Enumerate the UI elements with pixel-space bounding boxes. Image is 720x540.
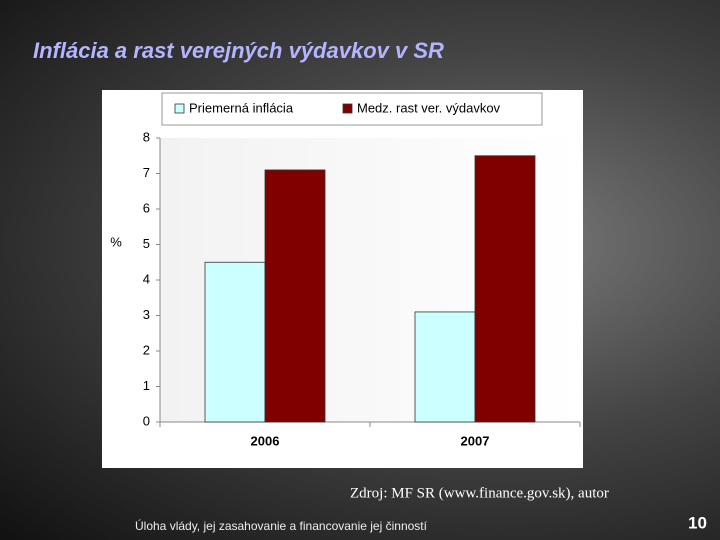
page-number: 10 xyxy=(688,513,707,532)
legend-swatch xyxy=(174,103,185,114)
footer: Úloha vlády, jej zasahovanie a financova… xyxy=(135,518,428,533)
x-tick-label: 2007 xyxy=(461,433,490,448)
y-tick-label: 7 xyxy=(143,165,150,180)
slide-title: Inflácia a rast verejných výdavkov v SR xyxy=(33,38,444,63)
x-tick-label: 2006 xyxy=(251,433,280,448)
bar xyxy=(264,169,326,423)
y-tick-label: 0 xyxy=(143,413,150,428)
y-tick-label: 8 xyxy=(143,129,150,144)
bar xyxy=(474,155,536,423)
y-tick-label: 3 xyxy=(143,307,150,322)
legend-swatch xyxy=(342,103,353,114)
y-tick-label: 4 xyxy=(143,271,150,286)
bar xyxy=(414,311,476,423)
y-axis-label: % xyxy=(110,234,122,249)
y-tick-label: 5 xyxy=(143,236,150,251)
y-tick-label: 2 xyxy=(143,342,150,357)
legend-label: Priemerná inflácia xyxy=(189,100,294,115)
legend-label: Medz. rast ver. výdavkov xyxy=(357,100,501,115)
bar xyxy=(204,261,266,423)
y-tick-label: 6 xyxy=(143,200,150,215)
y-tick-label: 1 xyxy=(143,378,150,393)
source: Zdroj: MF SR (www.finance.gov.sk), autor xyxy=(350,485,609,501)
